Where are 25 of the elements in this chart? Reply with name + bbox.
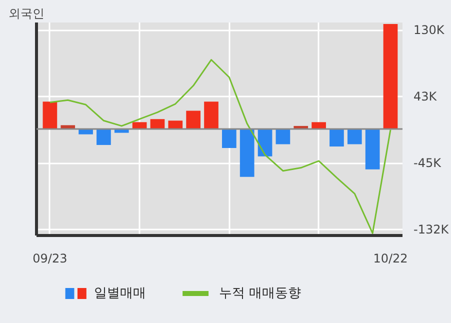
bar <box>96 129 111 145</box>
bar <box>204 102 218 129</box>
bar <box>330 129 344 146</box>
bar <box>132 122 147 129</box>
line-series <box>49 59 392 234</box>
bar <box>347 129 362 144</box>
bar <box>42 102 58 129</box>
y-tick-label: -132K <box>414 222 450 236</box>
bar <box>383 24 398 129</box>
legend-label: 누적 매매동향 <box>219 286 302 301</box>
bar <box>186 110 200 129</box>
bar <box>312 122 326 129</box>
bar <box>150 119 165 129</box>
bar <box>222 129 236 148</box>
y-tick-label: 43K <box>414 89 438 104</box>
bar <box>365 129 380 170</box>
x-tick-label: 09/23 <box>32 252 68 266</box>
legend-label: 일별매매 <box>94 286 146 301</box>
bar <box>276 129 290 144</box>
y-tick-label: -45K <box>414 156 442 170</box>
bar <box>168 120 183 129</box>
bar <box>240 129 254 177</box>
x-tick-label: 10/22 <box>373 252 408 266</box>
chart-title: 외국인 <box>8 6 44 20</box>
y-tick-label: 130K <box>414 23 446 38</box>
